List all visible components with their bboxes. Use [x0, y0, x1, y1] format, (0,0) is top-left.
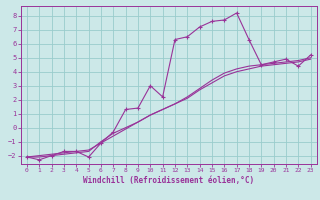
X-axis label: Windchill (Refroidissement éolien,°C): Windchill (Refroidissement éolien,°C) [83, 176, 254, 185]
